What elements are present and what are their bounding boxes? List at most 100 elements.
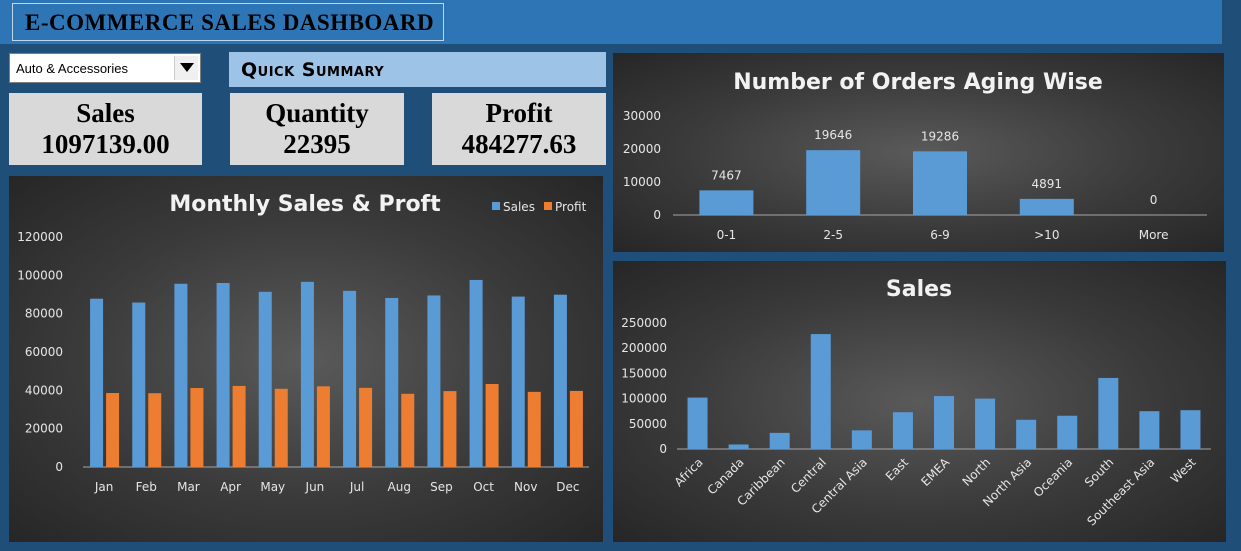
y-tick-label: 10000 bbox=[623, 175, 661, 189]
region-bar bbox=[892, 412, 913, 449]
profit-bar bbox=[485, 384, 499, 467]
sales-bar bbox=[174, 283, 188, 467]
x-tick-label: 2-5 bbox=[823, 228, 843, 242]
profit-bar bbox=[274, 388, 288, 467]
profit-bar bbox=[527, 391, 541, 467]
orders-aging-chart: Number of Orders Aging Wise 0 10000 20000 30… bbox=[623, 70, 1207, 242]
y-tick-label: 20000 bbox=[25, 422, 63, 436]
aging-bar bbox=[806, 150, 861, 215]
x-tick-label: Canada bbox=[705, 455, 747, 497]
chevron-down-icon bbox=[180, 63, 194, 72]
x-tick-label: Central bbox=[788, 455, 829, 496]
data-label: 7467 bbox=[711, 168, 742, 182]
legend-swatch bbox=[492, 202, 500, 210]
region-bar bbox=[810, 334, 831, 449]
x-tick-label: Jan bbox=[94, 480, 114, 494]
legend-label: Sales bbox=[503, 200, 535, 214]
region-bar bbox=[1057, 415, 1078, 449]
x-tick-label: Mar bbox=[177, 480, 200, 494]
profit-bar bbox=[569, 390, 583, 467]
legend-label: Profit bbox=[555, 200, 587, 214]
data-label: 19286 bbox=[921, 129, 959, 143]
kpi-quantity-value: 22395 bbox=[283, 129, 351, 159]
chart-title: Sales bbox=[886, 277, 952, 302]
sales-bar bbox=[385, 297, 399, 467]
x-tick-label: More bbox=[1139, 228, 1169, 242]
y-tick-label: 40000 bbox=[25, 383, 63, 397]
profit-bar bbox=[106, 393, 120, 467]
x-tick-label: Jul bbox=[349, 480, 364, 494]
y-tick-label: 100000 bbox=[621, 392, 667, 406]
profit-bar bbox=[401, 393, 415, 467]
y-tick-label: 120000 bbox=[17, 230, 63, 244]
y-tick-label: 60000 bbox=[25, 345, 63, 359]
sales-bar bbox=[343, 290, 357, 467]
x-tick-label: Oct bbox=[473, 480, 494, 494]
region-bar bbox=[1098, 377, 1119, 449]
x-tick-label: 0-1 bbox=[717, 228, 737, 242]
legend-swatch bbox=[544, 202, 552, 210]
data-label: 19646 bbox=[814, 128, 852, 142]
kpi-card-quantity: Quantity 22395 bbox=[230, 93, 404, 165]
aging-chart-panel: Number of Orders Aging Wise 0 10000 20000 30… bbox=[613, 53, 1224, 252]
y-tick-label: 150000 bbox=[621, 366, 667, 380]
chart-title: Number of Orders Aging Wise bbox=[733, 70, 1103, 95]
y-tick-label: 250000 bbox=[621, 316, 667, 330]
y-tick-label: 0 bbox=[55, 460, 63, 474]
y-tick-label: 200000 bbox=[621, 341, 667, 355]
region-bar bbox=[1016, 419, 1037, 449]
profit-bar bbox=[359, 387, 373, 467]
x-tick-label: May bbox=[260, 480, 285, 494]
x-tick-label: Jun bbox=[305, 480, 325, 494]
profit-bar bbox=[443, 391, 457, 467]
region-bar bbox=[975, 398, 996, 449]
sales-bar bbox=[132, 302, 146, 467]
profit-bar bbox=[148, 393, 162, 467]
data-label: 4891 bbox=[1032, 177, 1063, 191]
data-label: 0 bbox=[1150, 193, 1158, 207]
aging-bar bbox=[913, 151, 967, 215]
region-chart-panel: Sales 0 50000 100000 150000 200000 250000 Afric… bbox=[613, 261, 1226, 542]
kpi-quantity-label: Quantity bbox=[265, 98, 369, 128]
x-tick-label: Sep bbox=[430, 480, 453, 494]
quick-summary-banner: Quick Summary bbox=[229, 52, 606, 87]
sales-bar bbox=[427, 295, 441, 467]
x-tick-label: Oceania bbox=[1031, 455, 1076, 500]
category-dropdown[interactable]: Auto & Accessories bbox=[9, 53, 201, 83]
y-tick-label: 30000 bbox=[623, 109, 661, 123]
x-tick-label: North bbox=[960, 455, 994, 489]
sales-bar bbox=[300, 281, 314, 467]
chart-title: Monthly Sales & Proft bbox=[169, 192, 441, 217]
profit-bar bbox=[232, 385, 246, 467]
kpi-profit-label: Profit bbox=[485, 98, 553, 128]
regional-sales-chart: Sales 0 50000 100000 150000 200000 250000 Afric… bbox=[621, 277, 1211, 528]
monthly-sales-profit-chart: Monthly Sales & Proft 0 20000 40000 60000 800… bbox=[17, 192, 589, 494]
y-tick-label: 20000 bbox=[623, 142, 661, 156]
monthly-chart-panel: Monthly Sales & Proft 0 20000 40000 60000 800… bbox=[9, 176, 603, 542]
x-tick-label: Feb bbox=[136, 480, 157, 494]
region-bar bbox=[769, 432, 790, 449]
category-dropdown-value: Auto & Accessories bbox=[16, 61, 128, 76]
quick-summary-label: Quick Summary bbox=[241, 59, 385, 81]
profit-bar bbox=[316, 386, 330, 467]
x-tick-label: East bbox=[883, 455, 911, 483]
kpi-card-sales: Sales 1097139.00 bbox=[9, 93, 202, 165]
profit-bar bbox=[190, 388, 204, 467]
x-tick-label: >10 bbox=[1034, 228, 1059, 242]
y-tick-label: 100000 bbox=[17, 268, 63, 282]
sales-bar bbox=[216, 283, 230, 467]
y-tick-label: 0 bbox=[653, 208, 661, 222]
sales-bar bbox=[511, 296, 525, 467]
kpi-card-profit: Profit 484277.63 bbox=[432, 93, 606, 165]
x-tick-label: Nov bbox=[514, 480, 537, 494]
sales-bar bbox=[258, 291, 272, 467]
region-bar bbox=[1139, 411, 1160, 449]
region-bar bbox=[934, 396, 954, 449]
region-bar bbox=[687, 397, 708, 449]
sales-bar bbox=[553, 294, 567, 467]
x-tick-label: Dec bbox=[556, 480, 579, 494]
dropdown-arrow-button[interactable] bbox=[174, 56, 198, 80]
x-tick-label: South bbox=[1082, 455, 1117, 490]
region-bar bbox=[851, 430, 872, 449]
kpi-profit-value: 484277.63 bbox=[461, 129, 577, 159]
